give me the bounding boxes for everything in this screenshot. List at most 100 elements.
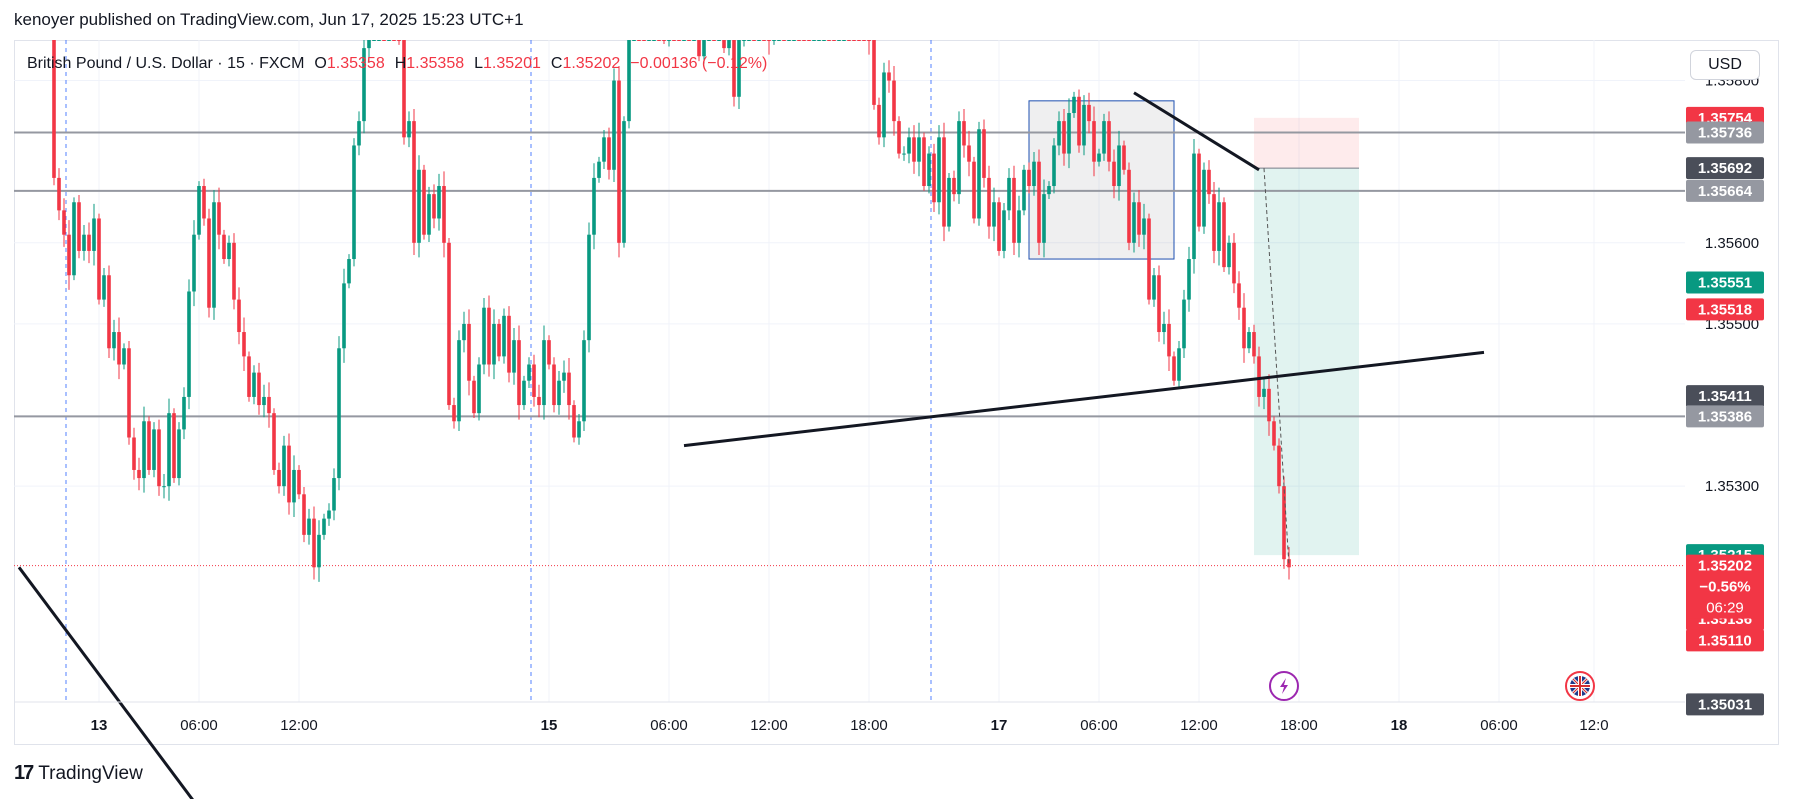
candle-body [172, 413, 176, 479]
candle-body [1112, 161, 1116, 187]
close-label: C [550, 55, 563, 72]
candle-body [227, 242, 231, 260]
candle-body [922, 137, 926, 187]
candle-body [932, 153, 936, 203]
candle-body [77, 202, 81, 251]
candle-body [1127, 169, 1131, 243]
candle-body [582, 340, 586, 422]
position-target-zone [1254, 168, 1359, 556]
candle-body [647, 40, 651, 41]
candle-body [357, 121, 361, 146]
candle-body [657, 40, 661, 41]
price-tag-label: 1.35736 [1698, 124, 1752, 141]
candle-body [327, 510, 331, 519]
trendlines [17, 91, 1485, 799]
candle-body [667, 40, 671, 41]
candle-body [347, 259, 351, 284]
candle-body [1177, 348, 1181, 381]
chart-frame[interactable] [14, 40, 1779, 745]
low-value: 1.35201 [483, 55, 541, 72]
candle-body [1017, 210, 1021, 243]
candle-body [207, 218, 211, 308]
candle-body [1277, 445, 1281, 487]
price-tag-box [1686, 271, 1764, 294]
candle-body [142, 421, 146, 479]
candle-body [877, 104, 881, 138]
candle-body [517, 340, 521, 406]
candle-body [652, 40, 656, 41]
candle-body [597, 161, 601, 178]
candle-body [422, 169, 426, 235]
candle-body [757, 40, 761, 41]
candle-body [302, 494, 306, 535]
candle-body [452, 405, 456, 422]
symbol-name[interactable]: British Pound / U.S. Dollar · 15 · FXCM [27, 55, 305, 72]
candle-body [1062, 121, 1066, 154]
candle-body [457, 340, 461, 422]
price-tag-label: 1.35110 [1698, 632, 1751, 649]
candle-body [1267, 388, 1271, 422]
event-icons [1269, 671, 1595, 701]
candle-body [1182, 299, 1186, 349]
candle-body [1207, 169, 1211, 195]
candle-body [322, 518, 326, 535]
candle-body [392, 40, 396, 41]
time-axis-label: 17 [991, 717, 1008, 734]
candle-body [447, 242, 451, 406]
position-path-line [1263, 168, 1290, 566]
tradingview-logo[interactable]: 17 TradingView [14, 762, 143, 785]
currency-button[interactable]: USD [1690, 50, 1760, 80]
candle-body [542, 340, 546, 406]
candle-body [157, 429, 161, 487]
candle-body [232, 242, 236, 300]
candle-body [747, 40, 751, 41]
candle-body [297, 469, 301, 495]
candle-body [402, 40, 406, 138]
current-price-tag-box [1686, 554, 1764, 619]
candle-body [1202, 169, 1206, 227]
candle-body [902, 153, 906, 155]
bar-countdown-label: 06:29 [1706, 600, 1744, 617]
price-tag-box [1686, 298, 1764, 321]
position-stop-zone [1254, 117, 1359, 169]
candle-body [1042, 194, 1046, 243]
symbol-legend: British Pound / U.S. Dollar · 15 · FXCM O… [27, 55, 767, 73]
candle-body [167, 413, 171, 487]
candle-body [107, 275, 111, 349]
candle-body [57, 177, 61, 211]
candle-body [407, 121, 411, 138]
range-box [1028, 100, 1175, 260]
candle-body [52, 40, 56, 178]
candle-body [552, 364, 556, 406]
candle-body [427, 194, 431, 235]
candle-body [1257, 356, 1261, 397]
candle-body [317, 534, 321, 568]
price-tag-box [1686, 157, 1764, 180]
uk-flag-icon[interactable] [1565, 671, 1595, 701]
candle-body [377, 40, 381, 41]
candle-body [617, 80, 621, 243]
candle-body [412, 121, 416, 243]
candle-body [722, 40, 726, 49]
candle-body [282, 445, 286, 487]
candle-body [292, 469, 296, 503]
candle-body [242, 332, 246, 357]
candle-body [62, 210, 66, 235]
price-tag-box [1686, 121, 1764, 144]
candle-body [982, 129, 986, 178]
candle-body [202, 186, 206, 219]
candle-body [1012, 177, 1016, 243]
flash-event-icon[interactable] [1269, 671, 1299, 701]
candle-body [147, 421, 151, 470]
candle-body [672, 40, 676, 41]
candle-body [822, 40, 826, 41]
candle-body [1247, 332, 1251, 349]
candle-body [1047, 186, 1051, 195]
candle-body [737, 40, 741, 97]
candle-body [852, 40, 856, 41]
candle-body [177, 429, 181, 479]
candle-body [1282, 486, 1286, 560]
candle-body [122, 348, 126, 365]
candle-body [832, 40, 836, 41]
